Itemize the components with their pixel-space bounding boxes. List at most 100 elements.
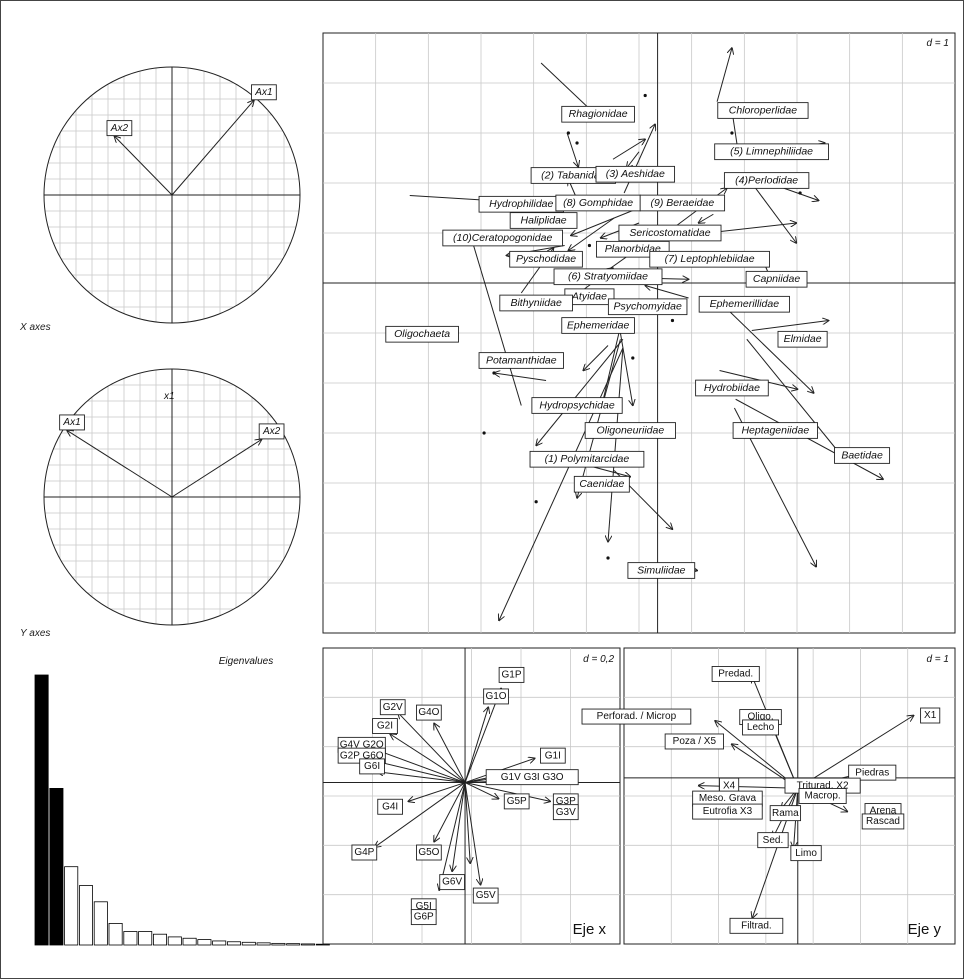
taxon-label-group: Psychomyidae — [607, 298, 688, 316]
taxa-scale-label: d = 1 — [926, 38, 949, 49]
taxa-point — [492, 371, 496, 375]
eigenvalues-title: Eigenvalues — [219, 656, 273, 667]
eje-x-title: Eje x — [573, 921, 607, 938]
taxa-arrow — [536, 338, 624, 445]
group-label-group: G2I — [372, 718, 398, 734]
taxa-point — [730, 131, 734, 135]
group-label-group: G1O — [483, 688, 509, 705]
group-label-group: G6P — [410, 909, 437, 926]
eje-x-arrow — [375, 761, 466, 784]
group-label-box — [351, 844, 378, 861]
variable-label-box — [798, 788, 847, 804]
group-label-box — [439, 874, 465, 891]
taxon-label-text: Haliplidae — [521, 214, 567, 226]
taxon-label-group: (4)Perlodidae — [723, 172, 810, 189]
group-label-text: G4I — [382, 801, 398, 812]
group-label-text: G2P G6O — [340, 750, 384, 761]
eigenvalues-panel: Eigenvalues — [34, 656, 330, 946]
variable-label-group: Predad. — [711, 666, 760, 682]
group-label-group: G1I — [540, 747, 566, 764]
variable-label-text: Filtrad. — [741, 920, 772, 931]
taxon-label-text: Ephemeridae — [567, 319, 630, 331]
taxa-arrow — [619, 332, 632, 406]
taxa-panel: d = 1 Rhagionidae Chloroperlidae (5) Limnep… — [322, 32, 956, 634]
taxon-label-text: Baetidae — [841, 449, 883, 461]
taxon-label-box — [573, 475, 630, 493]
eje-x-arrow — [434, 723, 466, 783]
group-label-group: G1P — [498, 666, 525, 683]
eigenvalue-bar — [197, 939, 212, 946]
variable-label-text: Macrop. — [805, 791, 841, 802]
eje-x-arrow — [439, 782, 466, 891]
taxa-arrow — [627, 151, 640, 168]
taxon-label-text: (3) Aeshidae — [606, 168, 665, 180]
group-label-box — [483, 688, 509, 705]
variable-label-text: X1 — [924, 710, 937, 721]
eigenvalue-bar — [167, 936, 182, 946]
group-label-text: G3V — [556, 807, 576, 818]
taxon-label-box — [499, 294, 573, 312]
eigenvalue-bar — [226, 941, 241, 946]
variable-label-group: Sed. — [757, 832, 789, 849]
taxon-label-box — [639, 194, 726, 212]
group-label-text: G5P — [507, 796, 527, 807]
taxa-arrow — [499, 347, 624, 621]
taxon-label-box — [553, 268, 663, 286]
eje-x-arrow — [464, 782, 470, 864]
variable-label-text: Rascad — [866, 816, 900, 827]
taxon-label-group: Potamanthidae — [478, 352, 564, 369]
variable-label-group: Perforad. / Microp — [581, 708, 692, 725]
taxa-point — [587, 243, 592, 248]
loading-label-ax1-text: Ax1 — [254, 87, 272, 98]
taxa-arrow — [602, 326, 621, 406]
taxon-label-text: Oligoneuriidae — [596, 424, 664, 436]
variable-label-box — [769, 805, 802, 822]
taxon-label-box — [777, 330, 828, 348]
taxon-label-box — [607, 298, 688, 316]
group-label-group: G4P — [351, 844, 378, 861]
variable-label-group: Rama — [769, 805, 802, 822]
taxon-label-group: (6) Stratyomiidae — [553, 268, 663, 286]
taxon-label-text: Hydropsychidae — [539, 399, 614, 411]
taxon-label-group: Hydropsychidae — [531, 397, 623, 414]
taxon-label-group: (9) Beraeidae — [639, 194, 726, 212]
taxa-arrow — [568, 217, 615, 251]
group-label-box — [372, 718, 398, 734]
taxon-label-group: Oligochaeta — [385, 325, 459, 343]
eje-x-arrow — [375, 782, 466, 848]
taxon-label-box — [698, 295, 790, 313]
eje-x-scale-label: d = 0,2 — [583, 654, 614, 665]
eigenvalue-bar — [152, 933, 167, 946]
group-label-group: G1V G3I G3O — [485, 769, 579, 786]
loading-arrow-ax1 — [171, 100, 254, 196]
taxon-label-group: Chloroperlidae — [717, 102, 809, 119]
taxa-point — [631, 356, 635, 360]
variable-label-group: Limo — [790, 845, 822, 862]
eje-x-arrow — [452, 782, 466, 872]
group-label-text: G4V G2O — [340, 740, 384, 751]
taxon-label-box — [584, 422, 676, 439]
taxa-arrow — [735, 398, 883, 479]
taxa-point — [606, 556, 610, 560]
taxon-label-text: Caenidae — [579, 478, 624, 490]
group-label-group: G4O — [416, 704, 442, 721]
group-label-text: G3P — [556, 796, 576, 807]
group-label-text: G2V — [383, 702, 403, 713]
group-label-text: G5O — [418, 847, 439, 858]
eje-y-scale-label: d = 1 — [926, 654, 949, 665]
taxon-label-text: Rhagionidae — [569, 108, 628, 120]
taxa-arrow — [472, 239, 522, 406]
taxon-label-box — [561, 317, 635, 334]
taxon-label-group: Simuliidae — [627, 562, 696, 579]
taxon-label-group: Sericostomatidae — [618, 224, 722, 242]
taxon-label-box — [714, 143, 829, 161]
variable-label-text: Triturad. X2 — [797, 780, 849, 791]
variable-label-group: X1 — [920, 707, 941, 724]
variable-label-text: Rama — [772, 808, 799, 819]
group-label-text: G1O — [485, 691, 506, 702]
circle-x-panel: Ax1 Ax2 — [43, 66, 301, 324]
taxon-label-box — [595, 165, 676, 183]
taxon-label-text: Capniidae — [753, 273, 800, 285]
taxa-arrow — [583, 345, 609, 371]
taxon-label-box — [385, 325, 459, 343]
